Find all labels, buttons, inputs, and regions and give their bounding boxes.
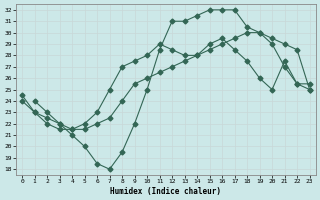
X-axis label: Humidex (Indice chaleur): Humidex (Indice chaleur): [110, 187, 221, 196]
